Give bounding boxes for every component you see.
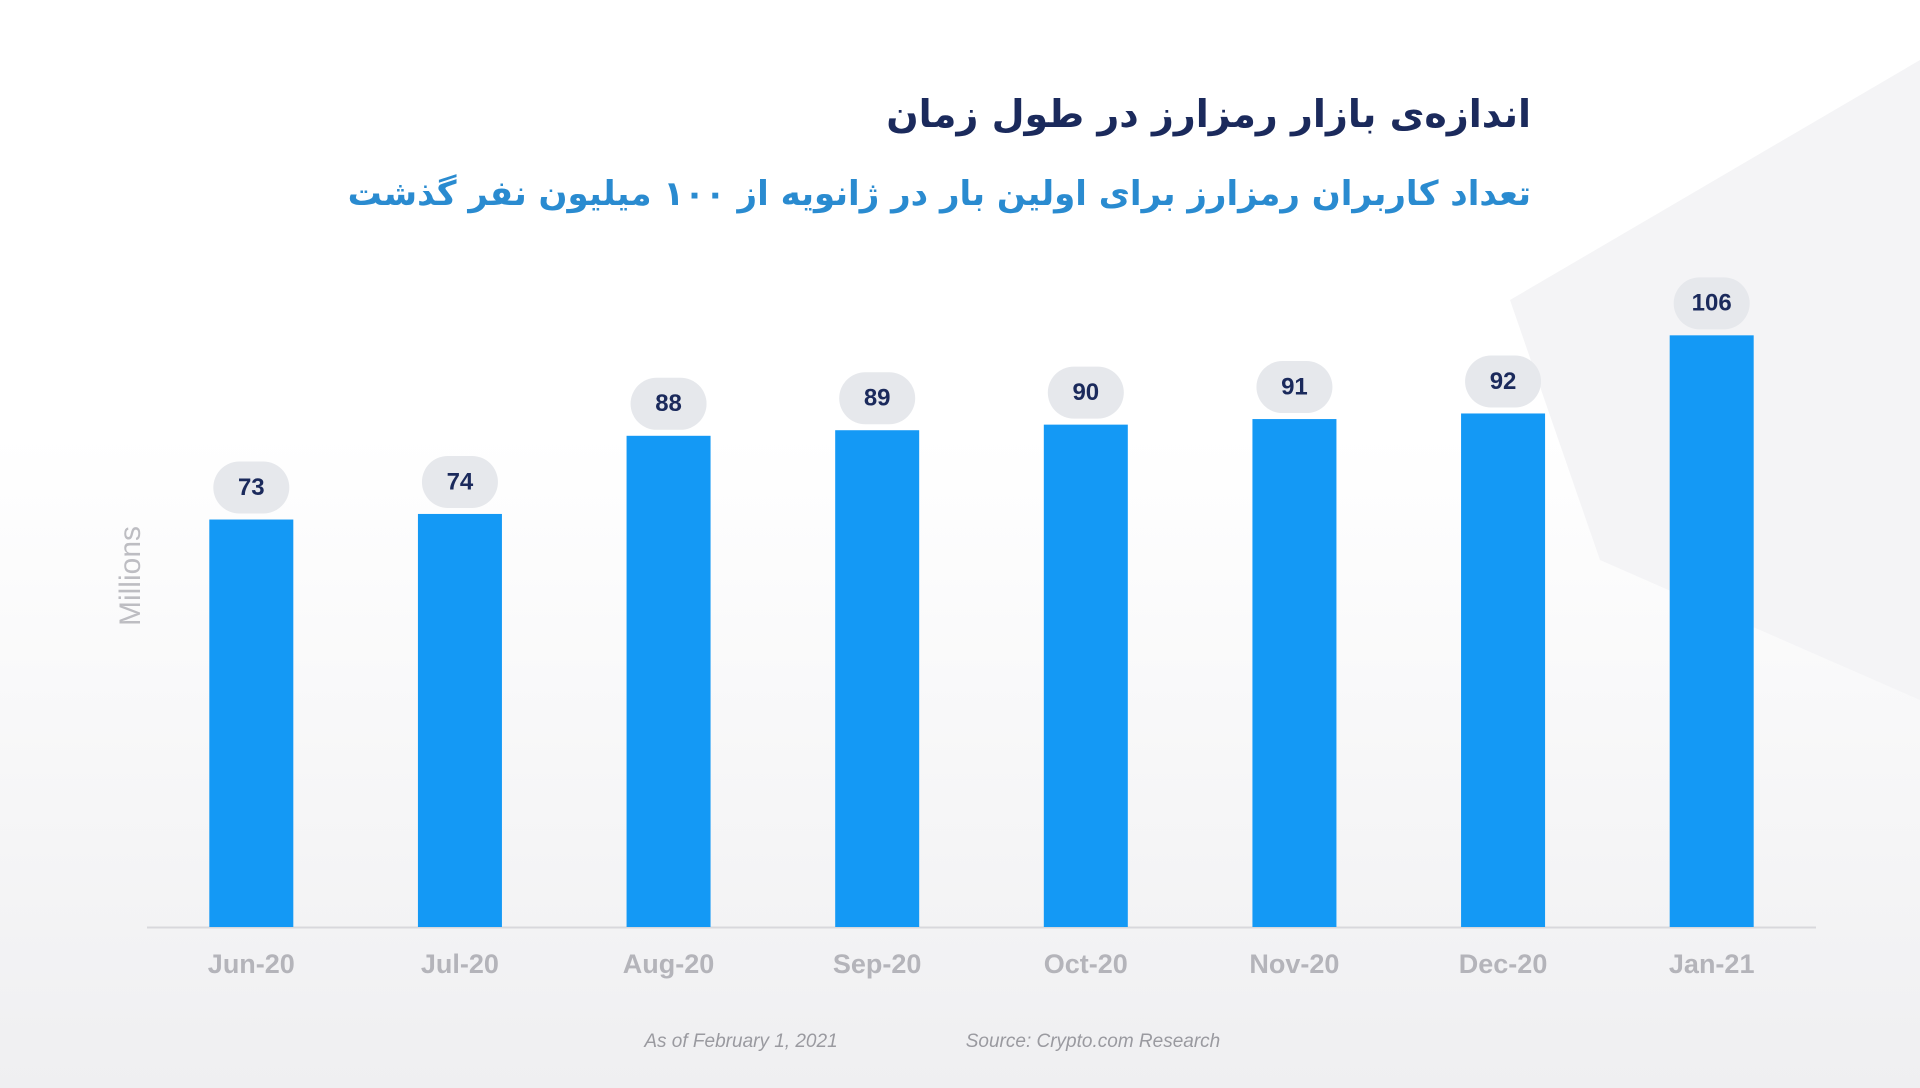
value-label-pill bbox=[1256, 361, 1333, 414]
value-label-pill bbox=[421, 455, 498, 508]
chart-title: اندازه‌ی بازار رمزارز در طول زمان bbox=[886, 92, 1531, 136]
value-label: 88 bbox=[655, 390, 682, 417]
bar bbox=[417, 513, 502, 927]
x-tick-label: Jul-20 bbox=[421, 949, 499, 979]
chart-subtitle: تعداد کاربران رمزارز برای اولین بار در ژ… bbox=[347, 174, 1531, 214]
value-label-pill bbox=[1465, 355, 1542, 408]
footnote: As of February 1, 2021 bbox=[643, 1031, 837, 1052]
value-label: 92 bbox=[1490, 368, 1517, 395]
x-tick-label: Nov-20 bbox=[1249, 949, 1339, 979]
x-tick-label: Aug-20 bbox=[623, 949, 715, 979]
x-tick-label: Oct-20 bbox=[1044, 949, 1128, 979]
value-label: 106 bbox=[1692, 290, 1732, 317]
bar bbox=[1252, 419, 1337, 927]
value-label: 74 bbox=[447, 468, 474, 495]
value-label: 91 bbox=[1281, 373, 1308, 400]
value-label: 89 bbox=[864, 385, 891, 412]
value-label-pill bbox=[630, 377, 707, 430]
value-label-pill bbox=[1673, 277, 1750, 330]
bar bbox=[1669, 335, 1754, 927]
bar bbox=[209, 519, 294, 927]
x-tick-label: Jan-21 bbox=[1669, 949, 1755, 979]
x-tick-label: Dec-20 bbox=[1459, 949, 1548, 979]
value-label-pill bbox=[213, 461, 290, 514]
bar bbox=[1461, 413, 1546, 927]
value-label: 73 bbox=[238, 474, 265, 501]
value-label: 90 bbox=[1072, 379, 1099, 406]
x-tick-label: Sep-20 bbox=[833, 949, 922, 979]
value-label-pill bbox=[1047, 366, 1124, 419]
bar bbox=[626, 435, 711, 927]
x-tick-label: Jun-20 bbox=[208, 949, 295, 979]
value-label-pill bbox=[839, 372, 916, 425]
footnote: Source: Crypto.com Research bbox=[966, 1031, 1221, 1052]
y-axis-label: Millions bbox=[114, 526, 147, 626]
bar bbox=[835, 430, 920, 927]
bar bbox=[1043, 424, 1128, 927]
